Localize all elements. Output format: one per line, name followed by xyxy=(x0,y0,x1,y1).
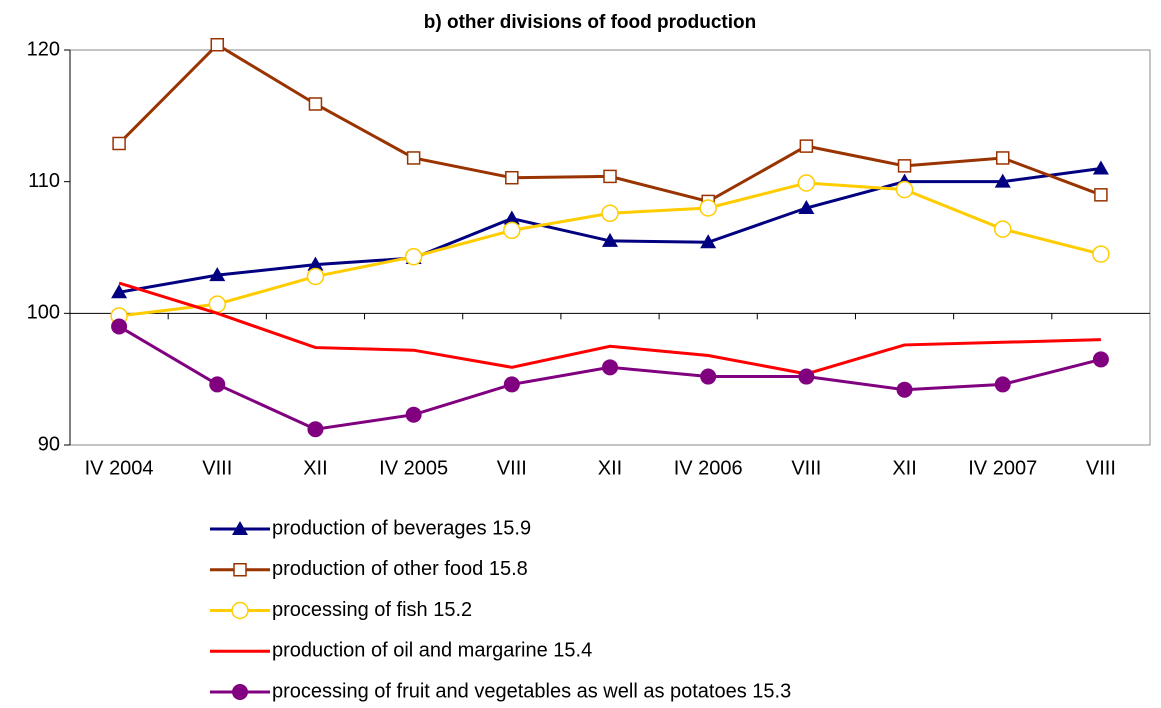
marker xyxy=(1092,351,1109,368)
marker xyxy=(210,37,225,52)
x-tick-label: VIII xyxy=(791,457,821,479)
marker xyxy=(602,359,618,376)
legend-label: production of beverages 15.9 xyxy=(272,517,531,539)
marker xyxy=(208,295,227,313)
marker xyxy=(405,406,422,423)
legend-label: production of oil and margarine 15.4 xyxy=(272,640,592,662)
y-tick-label: 90 xyxy=(38,433,60,455)
marker xyxy=(503,210,520,225)
marker xyxy=(406,151,421,165)
marker xyxy=(797,174,816,192)
marker xyxy=(232,684,248,700)
marker xyxy=(111,318,128,335)
x-tick-label: IV 2006 xyxy=(674,457,743,479)
y-tick-label: 100 xyxy=(27,302,60,324)
y-tick-label: 110 xyxy=(28,170,60,192)
marker xyxy=(799,139,814,153)
marker xyxy=(993,220,1012,238)
x-tick-label: VIII xyxy=(497,457,527,479)
chart-title: b) other divisions of food production xyxy=(424,12,756,33)
marker xyxy=(307,256,324,271)
marker xyxy=(798,200,815,214)
series-line xyxy=(118,167,1102,294)
marker xyxy=(700,234,717,249)
x-tick-label: VIII xyxy=(1086,457,1116,479)
x-tick-label: IV 2004 xyxy=(85,457,154,479)
marker xyxy=(602,232,618,247)
marker xyxy=(505,170,519,185)
marker xyxy=(232,521,248,535)
marker xyxy=(601,204,619,223)
x-tick-label: XII xyxy=(598,457,622,479)
x-tick-label: VIII xyxy=(202,457,232,479)
marker xyxy=(404,247,423,266)
series-line xyxy=(118,181,1102,318)
marker xyxy=(112,136,126,151)
marker xyxy=(699,199,717,217)
marker xyxy=(1094,188,1108,202)
marker xyxy=(1092,160,1109,175)
marker xyxy=(503,376,520,393)
marker xyxy=(603,169,617,184)
marker xyxy=(895,180,914,199)
marker xyxy=(897,159,912,173)
x-tick-label: XII xyxy=(892,457,916,479)
marker xyxy=(995,151,1010,165)
marker xyxy=(700,368,717,385)
legend-label: production of other food 15.8 xyxy=(272,558,528,580)
series-line xyxy=(118,325,1102,431)
marker xyxy=(994,376,1011,393)
marker xyxy=(233,563,247,577)
series-line xyxy=(118,281,1101,376)
legend-label: processing of fish 15.2 xyxy=(272,599,472,621)
marker xyxy=(209,267,226,282)
x-tick-label: IV 2005 xyxy=(379,457,448,479)
marker xyxy=(231,601,249,620)
marker xyxy=(308,97,323,111)
x-tick-label: XII xyxy=(303,457,327,479)
y-tick-label: 120 xyxy=(27,38,60,60)
marker xyxy=(209,376,226,393)
marker xyxy=(306,267,325,286)
marker xyxy=(994,173,1011,188)
legend-label: processing of fruit and vegetables as we… xyxy=(272,680,791,702)
marker xyxy=(896,381,913,398)
marker xyxy=(307,421,324,438)
marker xyxy=(111,284,128,299)
x-tick-label: IV 2007 xyxy=(968,457,1037,479)
marker xyxy=(1092,245,1110,263)
marker xyxy=(503,221,521,240)
marker xyxy=(798,368,815,385)
